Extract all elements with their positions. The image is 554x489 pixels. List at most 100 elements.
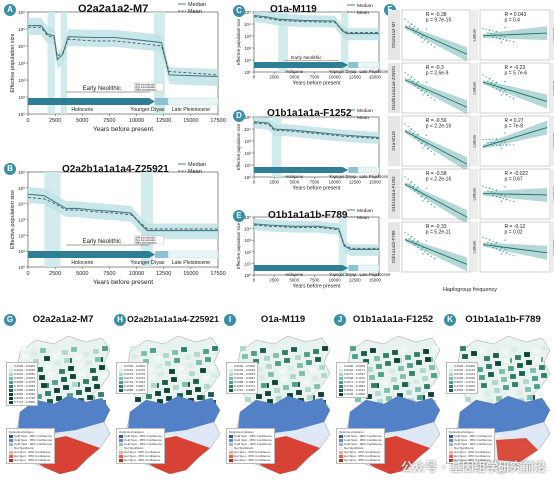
- province-cell: [392, 384, 400, 391]
- province-cell: [503, 357, 511, 364]
- scatter-point: [487, 32, 489, 34]
- x-axis-label: Years before present: [93, 126, 153, 133]
- hotspot-legend: Optimized Hotspot Cold Spot - 99% Confide…: [226, 428, 275, 464]
- scatter-point: [420, 142, 422, 145]
- province-cell: [305, 359, 313, 366]
- legend-median-label: Median: [357, 108, 373, 114]
- legend-swatch: [229, 388, 233, 392]
- scatter-point: [502, 144, 504, 146]
- scatter-point: [504, 132, 506, 134]
- x-tick-label: 2500: [269, 75, 279, 80]
- longitude-scatter: Longitude R = 0.27p = 7e-8: [479, 115, 554, 167]
- legend-label: 0.7731 - 1.0000: [14, 400, 36, 404]
- correlation-p: p = 5.7e-6: [505, 71, 528, 77]
- longitude-scatter: Longitude R = -0.23p = 5.7e-6: [479, 62, 554, 114]
- province-cell: [84, 386, 92, 393]
- province-cell: [96, 356, 104, 363]
- province-cell: [52, 352, 60, 359]
- province-cell: [47, 371, 55, 378]
- axis-strip: [550, 169, 554, 219]
- scatter-point: [433, 153, 436, 155]
- scatter-point: [412, 185, 414, 188]
- panel-letter-d: D: [233, 110, 245, 122]
- province-cell: [201, 375, 209, 382]
- province-cell: [367, 401, 375, 408]
- map-title: O2a2b1a1a1a4-Z25921: [127, 314, 219, 324]
- province-cell: [426, 356, 434, 363]
- province-cell: [530, 402, 538, 409]
- scatter-point: [487, 80, 489, 82]
- scatter-point: [412, 80, 414, 83]
- scatter-point: [494, 244, 496, 246]
- province-cell: [138, 404, 146, 411]
- province-cell: [293, 381, 301, 388]
- scatter-point: [482, 185, 484, 188]
- scatter-point: [495, 189, 497, 191]
- scatter-point: [482, 236, 484, 239]
- regression-line: [404, 239, 468, 265]
- province-cell: [257, 401, 265, 408]
- map-title: O1a-M119: [260, 314, 306, 325]
- province-cell: [54, 360, 62, 367]
- province-cell: [390, 376, 398, 383]
- province-cell: [248, 404, 256, 411]
- regression-line: [404, 26, 468, 55]
- row-label: O1a-M119: [391, 131, 396, 151]
- scatter-point: [423, 198, 426, 200]
- legend-label: Hot Spot - 90% Confidence: [454, 450, 491, 454]
- hotspot-legend-item: Not Significant: [9, 446, 52, 450]
- scatter-point: [423, 145, 426, 147]
- province-cell: [372, 382, 380, 389]
- province-cell: [19, 345, 27, 352]
- province-cell: [191, 405, 199, 412]
- province-cell: [188, 370, 196, 377]
- x-tick-label: 15000: [183, 271, 198, 277]
- longitude-scatter: Longitude R = -0.12p = 0.02: [479, 221, 554, 273]
- province-cell: [171, 349, 179, 356]
- province-cell: [68, 400, 76, 407]
- hotspot-legend-item: Hot Spot - 95% Confidence: [339, 454, 382, 458]
- latitude-scatter: Latitude R = -0.58p < 2.2e-16: [401, 168, 478, 225]
- province-cell: [301, 405, 309, 412]
- legend-label: 0.0001 - 0.0078: [124, 368, 146, 372]
- province-cell: [511, 381, 519, 388]
- legend-label: Cold Spot - 99% Confidence: [454, 434, 492, 438]
- legend-swatch: [229, 384, 233, 388]
- dryas-ribbon: [348, 265, 359, 271]
- province-cell: [310, 402, 318, 409]
- legend-swatch: [339, 458, 343, 462]
- legend-label: 0.0001 - 0.0174: [344, 368, 366, 372]
- hotspot-legend-item: Cold Spot - 95% Confidence: [9, 438, 52, 442]
- scatter-point: [500, 200, 503, 202]
- mean-line: [28, 26, 219, 76]
- scatter-point: [425, 90, 428, 92]
- scatter-point: [500, 94, 503, 96]
- hotspot-legend-item: Hot Spot - 95% Confidence: [229, 454, 272, 458]
- province-cell: [89, 367, 97, 374]
- province-cell: [99, 399, 107, 406]
- hotspot-legend-item: Not Significant: [339, 446, 382, 450]
- hotspot-legend-item: Hot Spot - 99% Confidence: [229, 458, 272, 462]
- province-cell: [206, 356, 214, 363]
- scatter-point: [412, 132, 414, 135]
- province-cell: [209, 399, 217, 406]
- legend-label: 0.0279 - 0.0723: [124, 376, 146, 380]
- frequency-legend-item: 0.1579 - 0.2584: [9, 384, 35, 388]
- province-cell: [412, 378, 420, 385]
- correlation-p: p = 5.2e-11: [426, 230, 451, 236]
- legend-swatch: [9, 450, 13, 454]
- province-cell: [407, 397, 415, 404]
- y-axis-label: Effective population size: [10, 190, 16, 249]
- legend-swatch: [119, 438, 123, 442]
- province-cell: [196, 394, 204, 401]
- province-cell: [46, 398, 54, 405]
- province-cell: [522, 378, 530, 385]
- province-cell: [486, 398, 494, 405]
- province-cell: [255, 393, 263, 400]
- province-cell: [487, 371, 495, 378]
- province-cell: [523, 351, 531, 358]
- correlation-r: R = -0.56: [426, 118, 447, 124]
- y-tick-label: 10³: [244, 34, 251, 39]
- province-cell: [509, 373, 517, 380]
- scatter-point: [413, 190, 416, 192]
